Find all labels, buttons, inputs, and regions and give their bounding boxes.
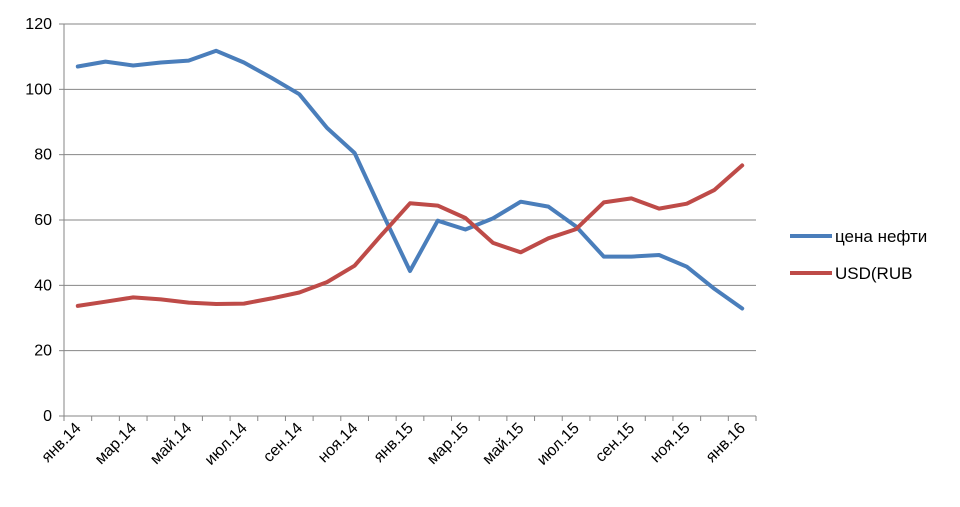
x-tick-label: янв.15 (371, 420, 417, 466)
x-tick-label: мар.14 (92, 420, 140, 468)
x-tick-label: сен.15 (592, 420, 638, 466)
x-tick-label: янв.14 (39, 420, 85, 466)
x-tick-label: ноя.15 (647, 420, 693, 466)
y-tick-label: 0 (43, 408, 52, 425)
y-tick-label: 120 (25, 16, 52, 33)
y-tick-label: 80 (34, 147, 52, 164)
x-axis-ticks: янв.14 мар.14 май.14 июл.14 сен.14 ноя.14 янв.… (39, 416, 757, 469)
y-tick-label: 40 (34, 277, 52, 294)
x-tick-label: мар.15 (424, 420, 472, 468)
series-lines (75, 48, 745, 311)
x-tick-label: ноя.14 (315, 420, 361, 466)
x-tick-label: июл.14 (202, 420, 251, 469)
x-tick-label: июл.15 (534, 420, 583, 469)
x-tick-label: янв.16 (703, 420, 749, 466)
y-tick-label: 60 (34, 212, 52, 229)
series-line-1 (75, 48, 745, 311)
gridlines (64, 23, 756, 352)
series-line-2 (75, 163, 745, 308)
y-tick-label: 20 (34, 343, 52, 360)
legend: цена нефти USD(RUB (790, 227, 927, 283)
y-axis-ticks: 0 20 40 60 80 100 120 (25, 16, 64, 425)
legend-label: цена нефти (835, 227, 927, 246)
x-tick-label: сен.14 (260, 420, 306, 466)
x-tick-label: май.15 (479, 420, 527, 468)
y-tick-label: 100 (25, 81, 52, 98)
x-tick-label: май.14 (147, 420, 195, 468)
legend-label: USD(RUB (835, 264, 912, 283)
